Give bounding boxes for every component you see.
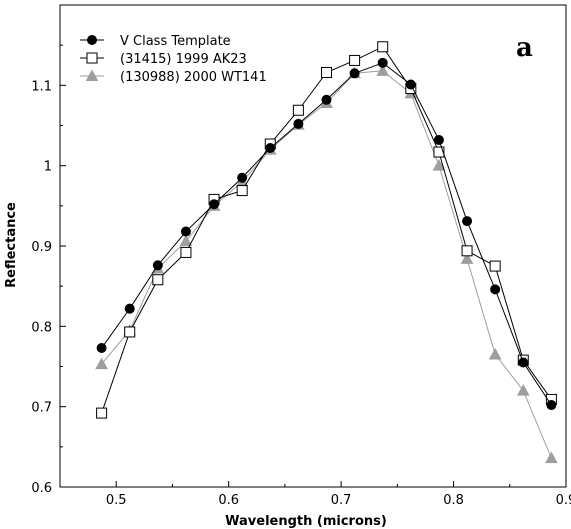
y-axis-title: Reflectance xyxy=(4,202,19,288)
series-line xyxy=(101,62,552,406)
data-point xyxy=(87,35,97,45)
legend-label: (130988) 2000 WT141 xyxy=(120,70,267,85)
data-point xyxy=(265,142,276,153)
data-point xyxy=(488,347,502,360)
legend-label: V Class Template xyxy=(120,34,231,49)
data-point xyxy=(516,384,530,396)
x-tick-label: 0.7 xyxy=(331,493,352,508)
series-3 xyxy=(95,64,558,464)
data-point xyxy=(432,159,446,171)
data-point xyxy=(433,134,444,145)
x-axis-title: Wavelength (microns) xyxy=(225,514,387,529)
data-point xyxy=(96,343,107,354)
data-point xyxy=(462,216,473,227)
data-point xyxy=(405,79,416,90)
y-tick-label: 0.6 xyxy=(31,481,52,496)
data-point xyxy=(321,94,332,105)
series-1 xyxy=(96,57,557,411)
data-point xyxy=(180,246,192,258)
data-point xyxy=(518,357,529,368)
data-point xyxy=(95,357,108,370)
data-point xyxy=(152,260,163,271)
data-point xyxy=(376,64,390,76)
data-point xyxy=(545,451,558,464)
data-point xyxy=(124,326,136,338)
data-point xyxy=(349,54,361,66)
data-point xyxy=(237,172,248,183)
series-2 xyxy=(96,41,557,419)
y-tick-label: 1.1 xyxy=(31,79,52,94)
data-point xyxy=(349,68,360,79)
data-point xyxy=(293,118,304,129)
x-tick-label: 0.6 xyxy=(218,493,239,508)
data-point xyxy=(292,104,304,116)
series-layer xyxy=(95,41,558,464)
y-tick-label: 0.9 xyxy=(31,240,52,255)
data-point xyxy=(461,245,473,257)
panel-label: a xyxy=(516,33,533,63)
data-point xyxy=(85,69,99,81)
data-point xyxy=(490,284,501,295)
data-point xyxy=(377,41,389,53)
data-point xyxy=(236,185,248,197)
x-tick-label: 0.8 xyxy=(443,493,464,508)
data-point xyxy=(152,274,164,286)
data-point xyxy=(377,57,388,68)
data-point xyxy=(489,260,501,272)
data-point xyxy=(209,199,220,210)
x-tick-label: 0.9 xyxy=(556,493,571,508)
data-point xyxy=(180,226,191,237)
series-line xyxy=(101,70,552,459)
data-point xyxy=(433,146,445,158)
data-point xyxy=(179,234,193,247)
x-tick-label: 0.5 xyxy=(106,493,127,508)
y-tick-label: 0.8 xyxy=(31,320,52,335)
data-point xyxy=(96,407,108,419)
legend-label: (31415) 1999 AK23 xyxy=(120,52,247,67)
data-point xyxy=(546,400,557,411)
data-point xyxy=(86,52,98,64)
y-axis: 0.6 0.7 0.8 0.9 1 1.1 xyxy=(31,44,66,496)
y-tick-label: 1 xyxy=(44,160,52,175)
data-point xyxy=(124,303,135,314)
data-point xyxy=(460,252,474,264)
x-axis: 0.5 0.6 0.7 0.8 0.9 xyxy=(59,481,571,508)
legend: V Class Template (31415) 1999 AK23 (130988… xyxy=(80,34,267,85)
data-point xyxy=(320,66,332,78)
y-tick-label: 0.7 xyxy=(31,401,52,416)
